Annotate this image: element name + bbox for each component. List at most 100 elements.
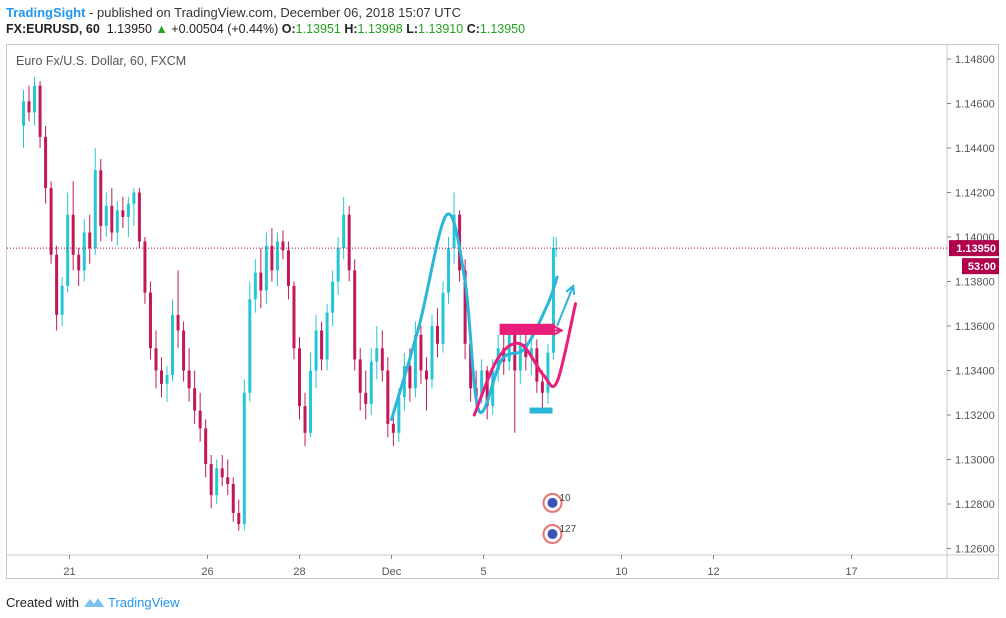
candle-body — [546, 352, 550, 393]
candle — [165, 366, 169, 402]
candle-body — [33, 85, 37, 113]
price-tick-label: 1.12800 — [955, 499, 995, 511]
blue-pattern-curve[interactable] — [390, 212, 559, 421]
candle — [171, 299, 175, 382]
candle-body — [204, 428, 208, 464]
candle — [369, 348, 373, 415]
support-zone[interactable] — [529, 407, 553, 414]
candle-body — [88, 232, 92, 249]
candle-body — [60, 285, 64, 315]
resistance-zone[interactable] — [499, 323, 555, 335]
low-label: L: — [406, 22, 419, 36]
candle-body — [331, 281, 335, 313]
candle-body — [286, 250, 290, 286]
candle — [27, 85, 31, 122]
blue-arrow-shaft — [556, 285, 575, 327]
price-tag-bg — [949, 240, 999, 257]
change-arrow-icon: ▲ — [155, 22, 168, 36]
candle-body — [160, 370, 163, 384]
candle-body — [447, 248, 451, 293]
flag-icon — [547, 497, 558, 508]
candle — [99, 159, 103, 242]
candle — [314, 314, 318, 389]
candle — [485, 366, 489, 420]
price-tick-label: 1.13200 — [955, 410, 995, 422]
flag-icon — [547, 529, 558, 540]
candle — [554, 237, 558, 258]
candle — [121, 196, 125, 229]
candle-body — [226, 477, 230, 484]
candle-body — [126, 203, 130, 217]
candle — [386, 357, 390, 438]
economic-event-icon[interactable]: 10 — [542, 492, 572, 513]
candle-body — [358, 359, 362, 393]
price-tag-label: 1.13950 — [956, 243, 996, 255]
candle — [60, 277, 64, 326]
candle — [231, 477, 235, 522]
price-axis[interactable]: 1.148001.146001.144001.142001.140001.138… — [947, 54, 995, 556]
candle — [237, 499, 241, 531]
high-value: 1.13998 — [357, 22, 403, 36]
candle-body — [198, 410, 202, 429]
pink-pattern-curve[interactable] — [472, 302, 577, 417]
price-tick-label: 1.14600 — [955, 99, 995, 111]
candle-body — [364, 392, 368, 404]
drawings[interactable]: 10 127 — [7, 212, 947, 545]
economic-event-icon[interactable]: 127 — [542, 524, 577, 545]
countdown-tag-bg — [962, 258, 999, 275]
low-value: 1.13910 — [418, 22, 464, 36]
chart-frame[interactable] — [6, 44, 999, 579]
candle-body — [480, 370, 484, 398]
candle-body — [485, 370, 489, 407]
price-tick-label: 1.13400 — [955, 366, 995, 378]
tradingview-link[interactable]: TradingView — [108, 595, 180, 610]
pink-arrow[interactable] — [550, 325, 564, 336]
candle — [209, 455, 213, 509]
candle — [264, 232, 268, 304]
candle-body — [314, 330, 318, 371]
candle-body — [413, 334, 417, 389]
candle — [93, 148, 97, 255]
price-tick-label: 1.14400 — [955, 143, 995, 155]
candle — [270, 228, 274, 282]
candle-body — [182, 330, 186, 371]
candle-body — [463, 270, 467, 344]
candle — [259, 248, 263, 309]
candle — [137, 188, 141, 249]
candle — [110, 188, 114, 242]
blue-arrow[interactable] — [556, 284, 576, 327]
candle-body — [507, 334, 511, 362]
candle — [320, 321, 324, 371]
candle-body — [430, 326, 434, 380]
candle-body — [441, 292, 445, 344]
created-with-text: Created with — [6, 595, 79, 610]
candle-body — [325, 312, 329, 360]
candle — [447, 237, 451, 304]
candle — [104, 192, 108, 237]
candle-body — [436, 326, 439, 344]
event-count: 127 — [560, 524, 577, 535]
candle — [281, 230, 285, 260]
candle — [82, 219, 86, 282]
candle-body — [298, 348, 301, 407]
candle-body — [529, 348, 533, 358]
publish-info: TradingSight - published on TradingView.… — [6, 5, 461, 20]
candle — [22, 90, 25, 148]
candle — [176, 270, 180, 349]
candle-body — [49, 188, 53, 255]
candle — [298, 337, 301, 420]
time-tick-label: 26 — [201, 566, 213, 578]
price-tick-label: 1.13600 — [955, 321, 995, 333]
candle-body — [71, 214, 75, 255]
candle — [242, 379, 246, 531]
candle-body — [93, 170, 97, 249]
time-tick-label: Dec — [382, 566, 402, 578]
time-axis[interactable]: 21 26 28 Dec 5 10 12 17 — [63, 555, 858, 578]
author-name[interactable]: TradingSight — [6, 5, 86, 20]
symbol: FX:EURUSD, 60 — [6, 22, 100, 36]
candle-body — [215, 468, 219, 496]
countdown-label: 53:00 — [968, 261, 996, 273]
candle — [358, 348, 362, 411]
event-count: 10 — [560, 493, 572, 504]
